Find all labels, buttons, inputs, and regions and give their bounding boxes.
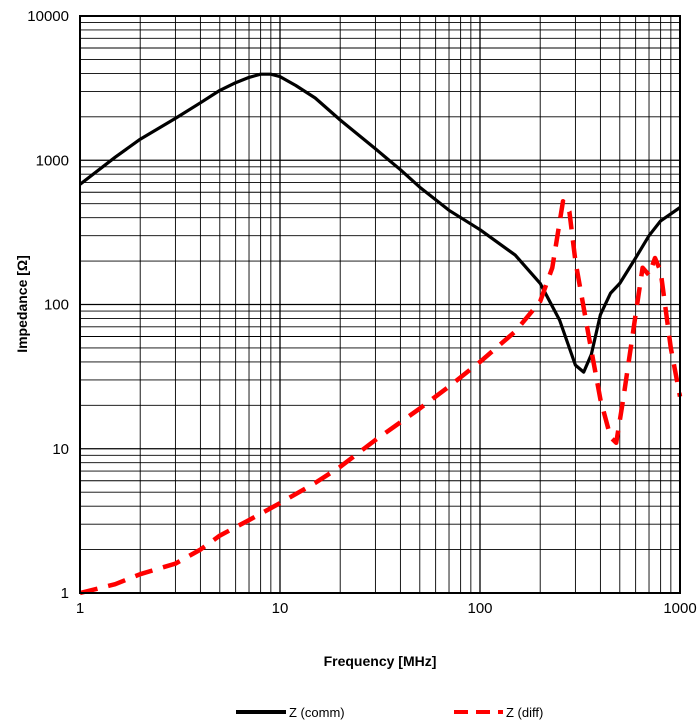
plot-frame xyxy=(79,15,681,594)
axis-tick-labels: 1 10 100 1000 1 10 100 1000 10000 xyxy=(27,8,696,617)
x-tick-label: 1 xyxy=(76,600,84,617)
x-axis-label: Frequency [MHz] xyxy=(324,653,437,669)
chart-series-lines xyxy=(79,72,683,596)
series-line-diff xyxy=(79,198,683,596)
y-axis-label: Impedance [Ω] xyxy=(14,255,30,353)
chart-legend: Z (comm) Z (diff) xyxy=(236,705,543,720)
y-tick-label: 1000 xyxy=(36,152,69,169)
y-tick-label: 100 xyxy=(44,297,69,314)
x-tick-label: 10 xyxy=(272,600,289,617)
x-tick-label: 1000 xyxy=(663,600,696,617)
series-line-comm xyxy=(79,72,681,374)
legend-label-diff: Z (diff) xyxy=(506,705,543,720)
x-tick-label: 100 xyxy=(467,600,492,617)
legend-label-comm: Z (comm) xyxy=(289,705,345,720)
y-tick-label: 10000 xyxy=(27,8,69,25)
chart-grid xyxy=(79,16,680,594)
y-tick-label: 10 xyxy=(52,441,69,458)
y-tick-label: 1 xyxy=(61,585,69,602)
